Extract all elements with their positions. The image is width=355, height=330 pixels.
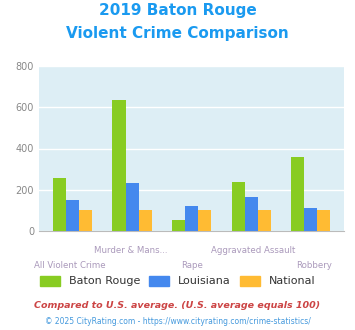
Bar	[258, 211, 271, 231]
Text: 2019 Baton Rouge: 2019 Baton Rouge	[99, 3, 256, 18]
Bar	[245, 197, 258, 231]
Bar	[139, 211, 152, 231]
Bar	[231, 182, 245, 231]
Bar	[198, 211, 211, 231]
Text: Robbery: Robbery	[296, 261, 332, 270]
Text: All Violent Crime: All Violent Crime	[34, 261, 105, 270]
Text: Murder & Mans...: Murder & Mans...	[94, 246, 168, 255]
Text: Rape: Rape	[181, 261, 203, 270]
Bar	[304, 208, 317, 231]
Text: © 2025 CityRating.com - https://www.cityrating.com/crime-statistics/: © 2025 CityRating.com - https://www.city…	[45, 317, 310, 326]
Bar	[66, 200, 79, 231]
Bar	[126, 182, 139, 231]
Bar	[53, 179, 66, 231]
Bar	[172, 220, 185, 231]
Legend: Baton Rouge, Louisiana, National: Baton Rouge, Louisiana, National	[36, 271, 320, 291]
Text: Aggravated Assault: Aggravated Assault	[211, 246, 295, 255]
Bar	[185, 206, 198, 231]
Bar	[291, 157, 304, 231]
Text: Compared to U.S. average. (U.S. average equals 100): Compared to U.S. average. (U.S. average …	[34, 301, 321, 310]
Text: Violent Crime Comparison: Violent Crime Comparison	[66, 26, 289, 41]
Bar	[113, 100, 126, 231]
Bar	[79, 211, 92, 231]
Bar	[317, 211, 331, 231]
